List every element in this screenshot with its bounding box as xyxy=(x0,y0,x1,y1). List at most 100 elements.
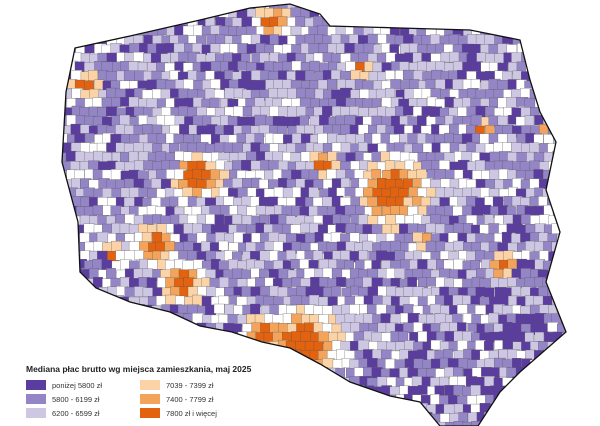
municipality-cell xyxy=(416,8,429,21)
municipality-cell xyxy=(281,25,291,37)
municipality-cell xyxy=(435,8,447,20)
municipality-cell xyxy=(0,360,9,370)
municipality-cell xyxy=(18,90,29,102)
municipality-cell xyxy=(75,277,86,288)
municipality-cell xyxy=(308,386,321,398)
municipality-cell xyxy=(218,240,229,251)
municipality-cell xyxy=(444,132,454,143)
municipality-cell xyxy=(331,142,343,153)
municipality-cell xyxy=(17,142,28,154)
municipality-cell xyxy=(335,223,346,233)
municipality-cell xyxy=(35,305,45,316)
municipality-cell xyxy=(269,34,280,45)
municipality-cell xyxy=(539,143,549,154)
municipality-cell xyxy=(571,135,583,147)
municipality-cell xyxy=(224,4,236,11)
municipality-cell xyxy=(67,25,80,36)
municipality-cell xyxy=(583,34,593,46)
municipality-cell xyxy=(498,403,509,416)
legend: Mediana płac brutto wg miejsca zamieszka… xyxy=(26,364,286,418)
municipality-cell xyxy=(502,4,512,9)
municipality-cell xyxy=(357,339,370,351)
legend-label: 7039 - 7399 zł xyxy=(166,380,214,390)
municipality-cell xyxy=(62,206,69,218)
municipality-cell xyxy=(143,323,156,336)
municipality-cell xyxy=(0,287,9,299)
municipality-cell xyxy=(579,224,590,236)
municipality-cell xyxy=(560,277,566,289)
municipality-cell xyxy=(589,261,598,271)
municipality-cell xyxy=(94,8,105,20)
municipality-cell xyxy=(237,43,249,55)
municipality-cell xyxy=(206,4,217,9)
municipality-cell xyxy=(160,322,170,332)
municipality-cell xyxy=(575,412,586,421)
municipality-cell xyxy=(192,349,204,360)
municipality-cell xyxy=(21,315,31,324)
legend-swatch xyxy=(140,380,160,390)
municipality-cell xyxy=(25,196,36,207)
municipality-cell xyxy=(566,341,575,351)
municipality-cell xyxy=(30,98,41,108)
municipality-cell xyxy=(453,421,464,426)
municipality-cell xyxy=(133,322,146,334)
municipality-cell xyxy=(62,71,63,81)
municipality-cell xyxy=(479,204,492,215)
municipality-cell xyxy=(543,349,556,360)
municipality-cell xyxy=(49,134,59,145)
municipality-cell xyxy=(272,133,285,144)
municipality-cell xyxy=(259,214,270,225)
municipality-cell xyxy=(0,71,9,80)
municipality-cell xyxy=(0,143,10,155)
municipality-cell xyxy=(263,349,275,360)
municipality-cell xyxy=(557,358,566,370)
municipality-cell xyxy=(291,313,303,325)
municipality-cell xyxy=(570,152,581,163)
municipality-cell xyxy=(557,286,566,298)
legend-swatch xyxy=(140,408,160,418)
municipality-cell xyxy=(295,70,307,81)
municipality-cell xyxy=(299,403,310,416)
municipality-cell xyxy=(543,26,557,37)
municipality-cell xyxy=(521,377,532,389)
municipality-cell xyxy=(567,395,577,406)
municipality-cell xyxy=(511,304,522,315)
municipality-cell xyxy=(80,196,91,207)
municipality-cell xyxy=(254,97,265,108)
municipality-cell xyxy=(84,8,97,21)
municipality-cell xyxy=(313,305,324,316)
municipality-cell xyxy=(561,97,566,109)
municipality-cell xyxy=(503,17,514,29)
municipality-cell xyxy=(98,15,110,27)
municipality-cell xyxy=(321,412,332,425)
municipality-cell xyxy=(133,142,145,154)
legend-title: Mediana płac brutto wg miejsca zamieszka… xyxy=(26,364,252,374)
municipality-cell xyxy=(4,242,15,252)
municipality-cell xyxy=(62,331,69,342)
municipality-cell xyxy=(457,4,470,10)
municipality-cell xyxy=(187,142,198,153)
municipality-cell xyxy=(547,377,559,387)
municipality-cell xyxy=(3,368,14,378)
municipality-cell xyxy=(287,88,298,100)
municipality-cell xyxy=(493,89,504,99)
municipality-cell xyxy=(588,188,598,197)
municipality-cell xyxy=(39,134,50,145)
municipality-cell xyxy=(8,323,18,334)
municipality-cell xyxy=(92,295,103,309)
municipality-cell xyxy=(589,387,600,399)
municipality-cell xyxy=(84,241,95,252)
municipality-cell xyxy=(377,412,390,422)
municipality-cell xyxy=(39,260,50,270)
municipality-cell xyxy=(30,45,39,56)
municipality-cell xyxy=(205,213,216,226)
municipality-cell xyxy=(26,125,35,135)
municipality-cell xyxy=(575,72,586,84)
municipality-cell xyxy=(497,115,509,126)
municipality-cell xyxy=(97,107,108,118)
municipality-cell xyxy=(0,377,9,387)
municipality-cell xyxy=(458,412,469,423)
municipality-cell xyxy=(44,288,56,298)
municipality-cell xyxy=(557,4,566,12)
municipality-cell xyxy=(425,25,437,37)
